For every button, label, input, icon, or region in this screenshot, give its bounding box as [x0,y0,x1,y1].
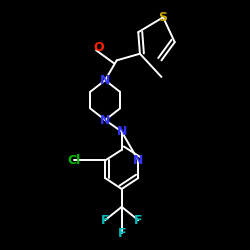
Text: F: F [101,214,109,227]
Text: F: F [118,227,126,240]
Text: F: F [134,214,142,227]
Text: N: N [133,154,143,167]
Text: N: N [100,114,110,126]
Text: S: S [158,11,168,24]
Text: Cl: Cl [67,154,80,167]
Text: N: N [116,125,127,138]
Text: O: O [93,40,104,54]
Text: N: N [100,74,110,87]
